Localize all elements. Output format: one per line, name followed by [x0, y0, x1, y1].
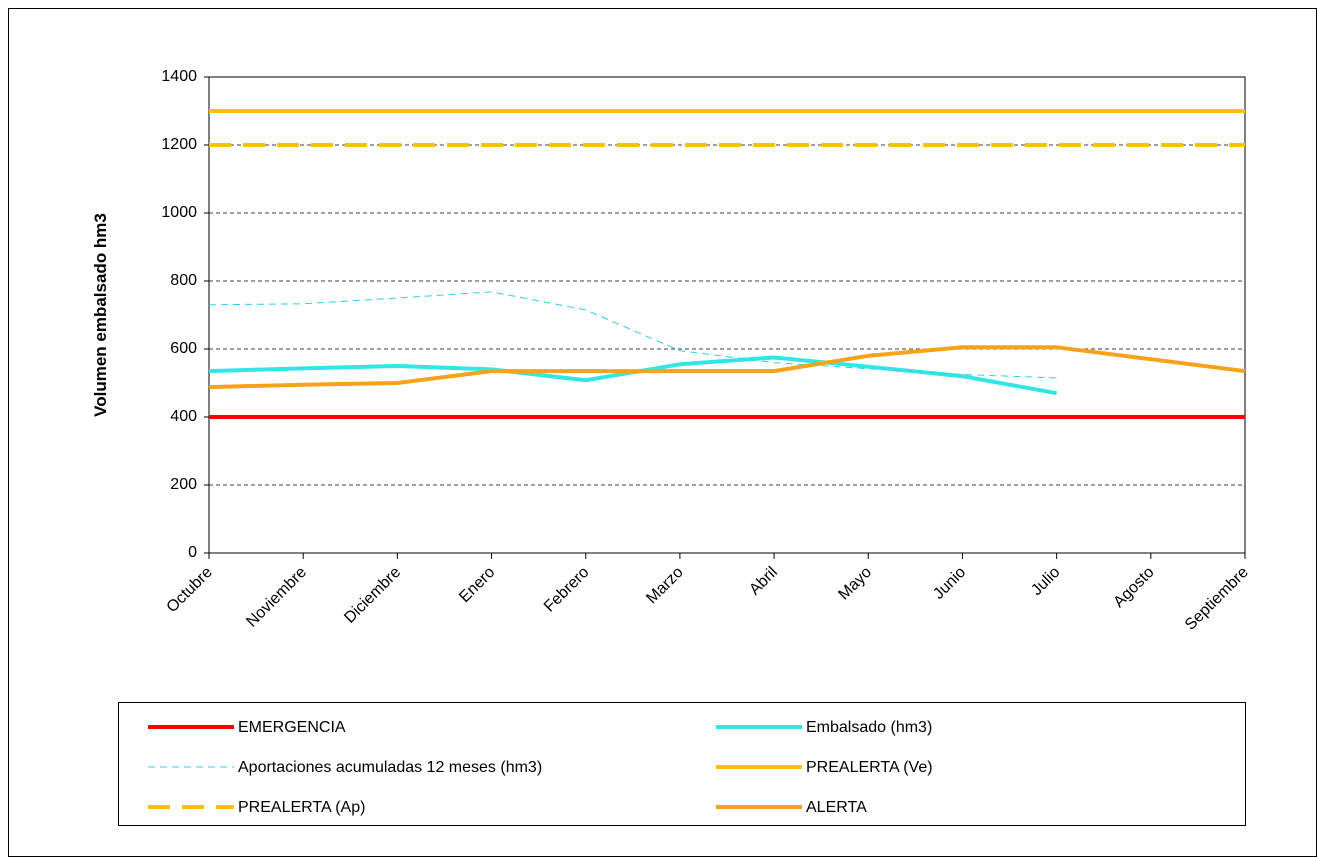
y-tick-label: 200 [170, 476, 197, 493]
plot-area [208, 76, 1246, 554]
y-tick-label: 0 [188, 544, 197, 561]
y-tick-label: 800 [170, 272, 197, 289]
series-line [208, 345, 1246, 390]
legend-label: Aportaciones acumuladas 12 meses (hm3) [238, 759, 542, 776]
legend-label: EMERGENCIA [238, 719, 346, 736]
y-tick-label: 600 [170, 340, 197, 357]
y-tick-label: 1000 [161, 204, 197, 221]
legend-label: PREALERTA (Ve) [806, 759, 933, 776]
legend-label: ALERTA [806, 799, 867, 816]
legend-box [118, 702, 1246, 826]
y-tick-label: 1200 [161, 136, 197, 153]
y-tick-label: 400 [170, 408, 197, 425]
legend-label: PREALERTA (Ap) [238, 799, 365, 816]
legend-label: Embalsado (hm3) [806, 719, 932, 736]
y-tick-label: 1400 [161, 68, 197, 85]
y-axis-label: Volumen embalsado hm3 [91, 213, 110, 417]
